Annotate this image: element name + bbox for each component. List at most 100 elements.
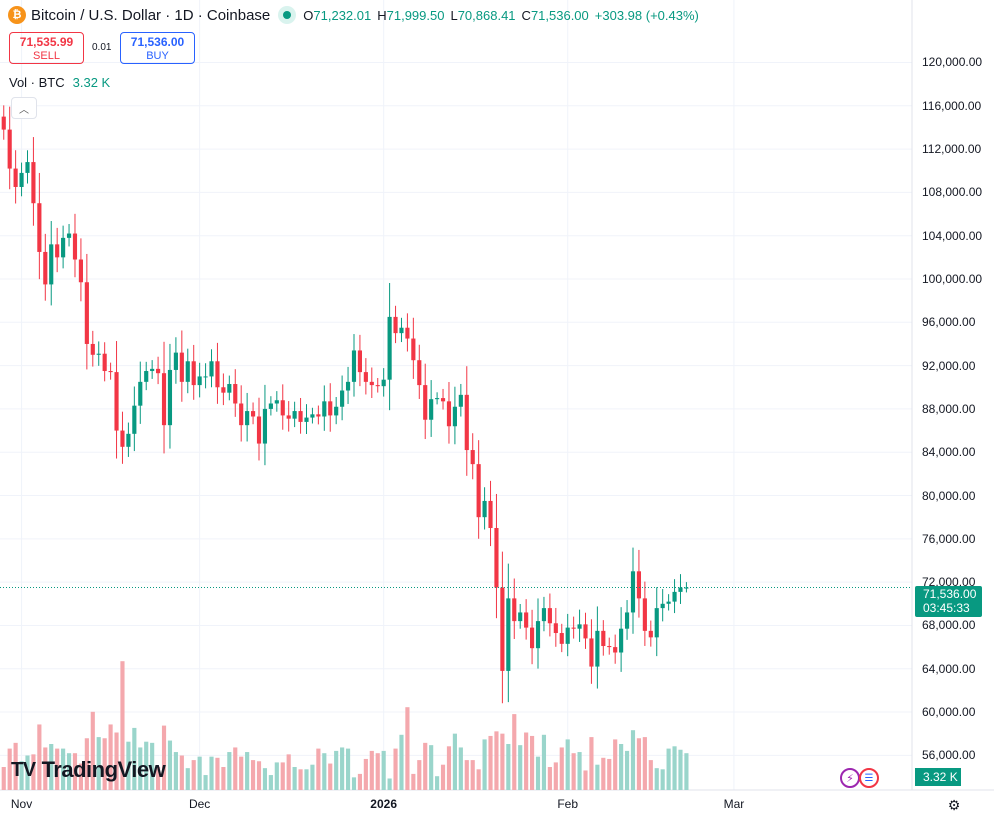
candle-body: [387, 316, 392, 380]
price-tick-label: 88,000.00: [922, 401, 976, 416]
volume-bar: [642, 737, 647, 790]
price-tick-label: 60,000.00: [922, 705, 976, 720]
candle-body: [417, 360, 422, 386]
volume-bar: [648, 760, 653, 790]
candle-body: [488, 500, 493, 529]
candle-body: [292, 411, 297, 419]
candle-body: [1, 116, 6, 130]
candle-body: [393, 316, 398, 334]
candle-body: [114, 372, 119, 431]
volume-bar: [167, 740, 173, 790]
candle-body: [55, 244, 60, 258]
candle-body: [239, 403, 244, 426]
candle-body: [340, 390, 345, 407]
candle-body: [209, 361, 214, 377]
candle-body: [464, 394, 469, 451]
buy-button[interactable]: 71,536.00 BUY: [120, 32, 195, 64]
volume-bar: [435, 776, 440, 790]
candle-body: [84, 282, 89, 344]
volume-bar: [583, 770, 588, 790]
tradingview-logo[interactable]: TV TradingView: [11, 757, 166, 783]
price-tick-label: 56,000.00: [922, 748, 976, 763]
candle-body: [654, 608, 659, 638]
volume-bar: [144, 741, 149, 790]
volume-bar: [482, 739, 487, 790]
volume-bar: [547, 767, 552, 790]
candle-body: [470, 450, 475, 465]
volume-bar: [84, 738, 89, 790]
volume-bar: [150, 742, 155, 790]
volume-bar: [440, 764, 446, 790]
candle-body: [405, 327, 410, 339]
candle-body: [524, 612, 529, 628]
volume-bar: [541, 734, 547, 790]
candle-body: [494, 528, 499, 588]
volume-bar: [601, 757, 606, 790]
collapse-legend-button[interactable]: ︿: [11, 97, 37, 119]
volume-legend-label: Vol · BTC: [9, 75, 65, 90]
settings-gear-icon[interactable]: ⚙: [947, 797, 961, 813]
candle-body: [595, 630, 600, 667]
candle-body: [429, 399, 434, 420]
lightning-event-icon[interactable]: ⚡: [840, 768, 860, 788]
candle-body: [328, 401, 333, 416]
candle-body: [529, 627, 535, 649]
volume-bar: [363, 758, 368, 790]
candle-body: [197, 376, 202, 386]
time-tick-label: 2026: [370, 797, 398, 811]
ohlc-high: H71,999.50: [377, 7, 445, 23]
volume-bar: [429, 745, 434, 790]
candle-body: [7, 129, 12, 169]
volume-bar: [274, 762, 279, 790]
candle-body: [96, 353, 101, 355]
candle-body: [630, 571, 636, 613]
volume-bar: [417, 760, 422, 790]
bar-countdown: 03:45:33: [923, 601, 970, 615]
market-open-icon[interactable]: [278, 6, 297, 24]
price-tick-label: 80,000.00: [922, 488, 976, 503]
candle-body: [185, 361, 190, 382]
volume-bar: [310, 764, 315, 790]
candle-body: [13, 168, 18, 187]
us-flag-event-icon[interactable]: ☰: [859, 768, 879, 788]
volume-bar: [345, 748, 351, 790]
volume-bar: [126, 741, 131, 790]
candlesticks: [1, 105, 689, 704]
volume-legend[interactable]: Vol · BTC 3.32 K: [9, 75, 110, 90]
sell-button[interactable]: 71,535.99 SELL: [9, 32, 84, 64]
price-tick-label: 72,000.00: [922, 575, 976, 590]
candle-body: [458, 394, 463, 407]
candle-body: [102, 353, 107, 372]
candle-body: [132, 405, 137, 434]
time-tick-label: Dec: [188, 797, 211, 811]
volume-bar: [381, 750, 386, 790]
grid-lines: [0, 0, 994, 791]
candle-body: [607, 646, 612, 648]
price-tick-label: 116,000.00: [922, 98, 982, 113]
volume-bar: [55, 748, 60, 790]
symbol-title[interactable]: Bitcoin / U.S. Dollar · 1D · Coinbase: [31, 6, 271, 24]
sell-price: 71,535.99: [19, 35, 74, 49]
candle-body: [334, 406, 339, 416]
candle-body: [72, 233, 78, 260]
live-dot: [283, 11, 292, 19]
candle-body: [66, 233, 72, 238]
tradingview-logo-icon: TV: [11, 758, 36, 781]
candle-body: [506, 598, 511, 671]
volume-bar: [120, 661, 125, 790]
candle-body: [49, 244, 54, 285]
price-tick-label: 96,000.00: [922, 315, 976, 330]
volume-bar: [268, 775, 273, 790]
volume-bar: [518, 745, 523, 790]
candle-body: [78, 259, 83, 283]
volume-bar: [286, 754, 291, 790]
volume-bar: [529, 735, 535, 790]
candle-body: [345, 381, 351, 391]
volume-bar: [405, 707, 410, 790]
volume-bar: [340, 747, 345, 790]
candle-body: [268, 403, 273, 409]
chart-header: ₿ Bitcoin / U.S. Dollar · 1D · Coinbase …: [8, 6, 699, 24]
candle-body: [583, 624, 588, 639]
volume-bar: [488, 735, 493, 790]
